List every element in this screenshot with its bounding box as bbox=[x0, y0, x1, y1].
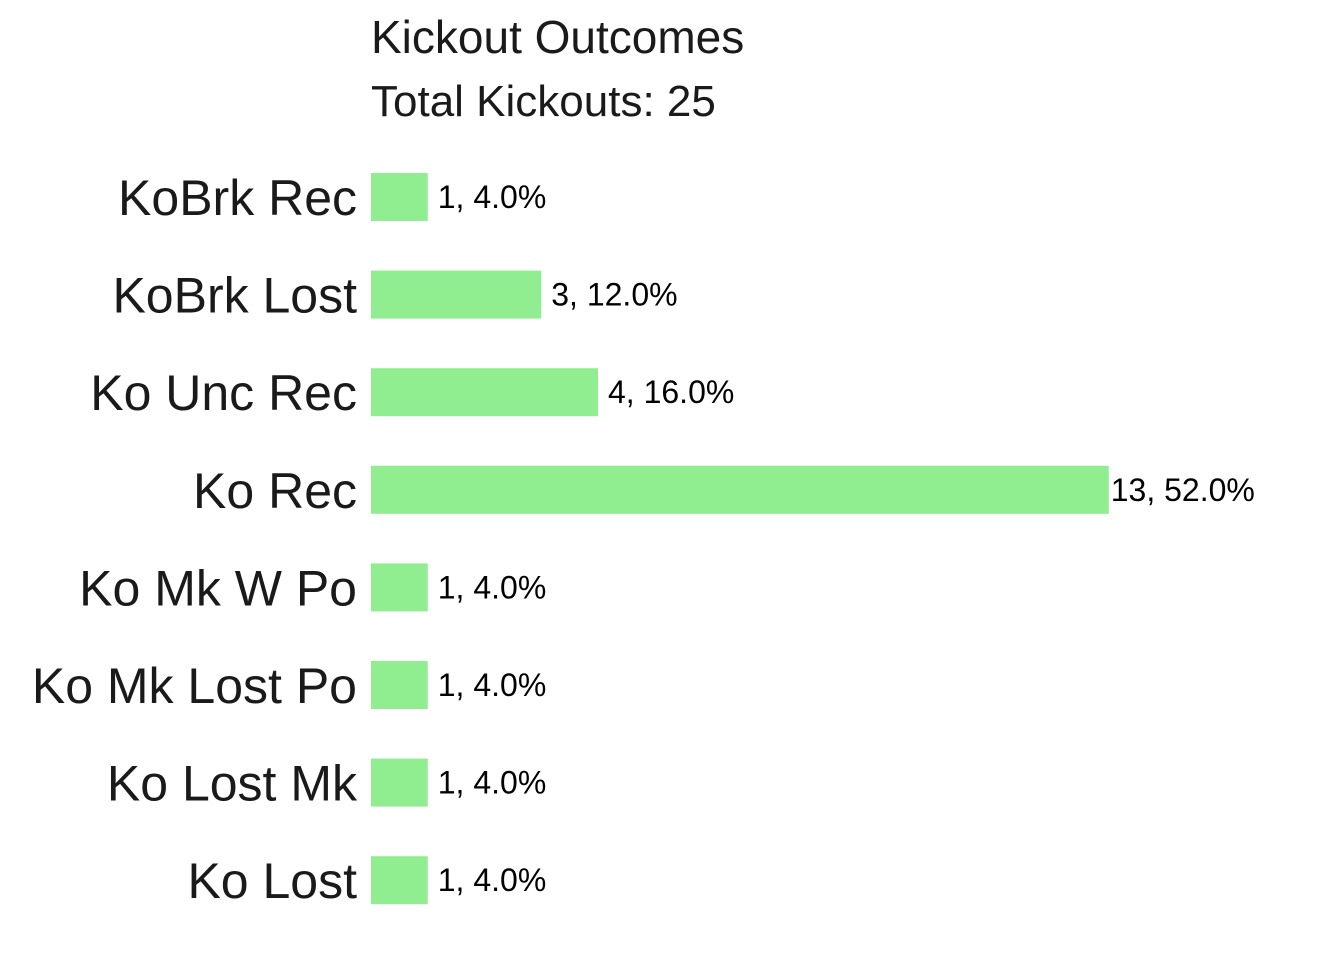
bar bbox=[371, 661, 428, 709]
bar bbox=[371, 563, 428, 612]
category-label: Ko Mk Lost Po bbox=[32, 658, 357, 714]
bar-value-label: 13, 52.0% bbox=[1111, 472, 1255, 508]
bar bbox=[371, 173, 428, 221]
bar bbox=[371, 856, 428, 905]
bar-value-label: 1, 4.0% bbox=[438, 765, 547, 801]
chart-title: Kickout Outcomes bbox=[371, 11, 744, 63]
category-label: KoBrk Lost bbox=[112, 268, 357, 324]
chart-subtitle: Total Kickouts: 25 bbox=[371, 77, 716, 126]
category-label: Ko Mk W Po bbox=[79, 560, 357, 616]
bar-value-label: 1, 4.0% bbox=[438, 862, 547, 898]
category-label: Ko Lost bbox=[187, 853, 357, 909]
bar-value-label: 1, 4.0% bbox=[438, 179, 547, 215]
category-label: KoBrk Rec bbox=[118, 170, 357, 226]
category-label: Ko Rec bbox=[193, 463, 357, 519]
category-label: Ko Unc Rec bbox=[90, 365, 357, 421]
category-label: Ko Lost Mk bbox=[107, 756, 358, 812]
bar bbox=[371, 465, 1109, 514]
bar bbox=[371, 270, 542, 319]
bar bbox=[371, 758, 428, 807]
bar-value-label: 1, 4.0% bbox=[438, 667, 547, 703]
bars-layer: KoBrk Rec 1, 4.0% KoBrk Lost 3, 12.0% Ko Unc… bbox=[32, 170, 1255, 909]
bar-value-label: 3, 12.0% bbox=[551, 277, 677, 313]
bar-value-label: 4, 16.0% bbox=[608, 374, 734, 410]
bar-value-label: 1, 4.0% bbox=[438, 569, 547, 605]
bar bbox=[371, 368, 598, 417]
